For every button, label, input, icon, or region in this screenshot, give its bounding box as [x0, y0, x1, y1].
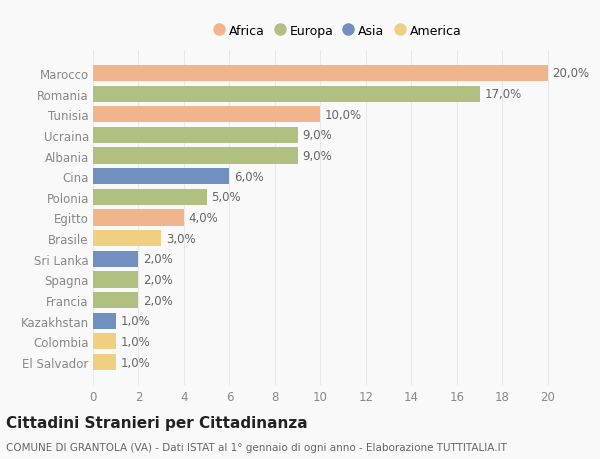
Text: 5,0%: 5,0% [211, 191, 241, 204]
Bar [93, 272, 139, 288]
Text: 17,0%: 17,0% [484, 88, 521, 101]
Bar [93, 190, 207, 206]
Text: 1,0%: 1,0% [120, 314, 150, 328]
Bar [93, 334, 116, 350]
Bar [93, 313, 116, 329]
Bar [93, 210, 184, 226]
Text: 1,0%: 1,0% [120, 335, 150, 348]
Bar [93, 148, 298, 164]
Text: 2,0%: 2,0% [143, 253, 173, 266]
Text: 9,0%: 9,0% [302, 129, 332, 142]
Bar [93, 107, 320, 123]
Text: Cittadini Stranieri per Cittadinanza: Cittadini Stranieri per Cittadinanza [6, 415, 308, 431]
Text: 2,0%: 2,0% [143, 274, 173, 286]
Text: 2,0%: 2,0% [143, 294, 173, 307]
Bar [93, 251, 139, 267]
Bar [93, 128, 298, 144]
Bar [93, 86, 479, 102]
Text: 3,0%: 3,0% [166, 232, 196, 245]
Legend: Africa, Europa, Asia, America: Africa, Europa, Asia, America [209, 20, 466, 43]
Bar [93, 292, 139, 308]
Bar [93, 354, 116, 370]
Text: 20,0%: 20,0% [553, 67, 590, 80]
Text: 9,0%: 9,0% [302, 150, 332, 162]
Text: 4,0%: 4,0% [188, 212, 218, 224]
Bar [93, 230, 161, 246]
Text: 6,0%: 6,0% [234, 170, 264, 183]
Text: COMUNE DI GRANTOLA (VA) - Dati ISTAT al 1° gennaio di ogni anno - Elaborazione T: COMUNE DI GRANTOLA (VA) - Dati ISTAT al … [6, 442, 507, 452]
Text: 1,0%: 1,0% [120, 356, 150, 369]
Bar [93, 66, 548, 82]
Text: 10,0%: 10,0% [325, 108, 362, 122]
Bar [93, 169, 229, 185]
